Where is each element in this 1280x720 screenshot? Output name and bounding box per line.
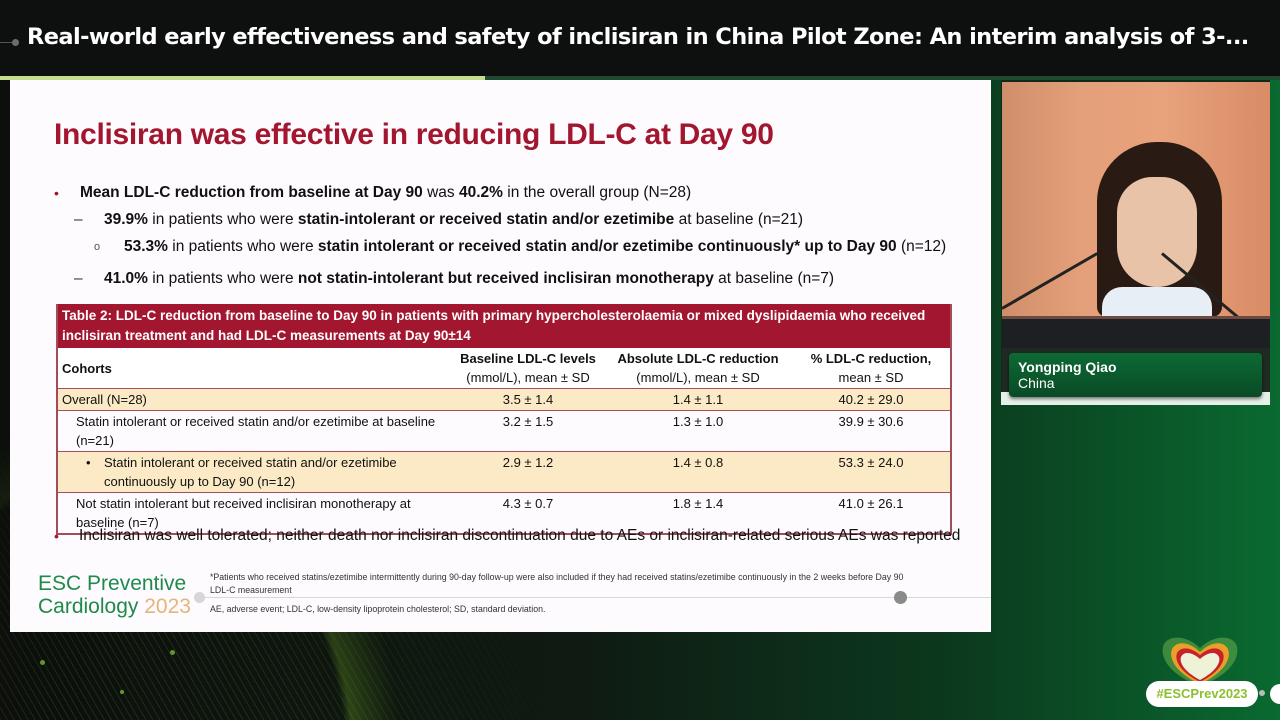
bullet-bold: not statin-intolerant but received incli… <box>297 270 714 287</box>
tolerability-text: Inclisiran was well tolerated; neither d… <box>79 527 961 544</box>
title-bar-dot-icon <box>12 39 19 46</box>
percent-cell: 39.9 ± 30.6 <box>838 414 904 429</box>
playback-progress-fill <box>0 76 485 80</box>
table-caption: Table 2: LDL-C reduction from baseline t… <box>58 304 950 348</box>
circle-marker-icon: o <box>94 241 101 253</box>
bullet-plain: in the overall group (N=28) <box>502 184 692 201</box>
event-hashtag: #ESCPrev2023 <box>1146 681 1258 707</box>
bullet-bold: statin-intolerant or received statin and… <box>297 211 675 228</box>
table-row: • Statin intolerant or received statin an… <box>58 451 950 492</box>
speaker-country: China <box>1018 375 1055 391</box>
abbreviations-note: AE, adverse event; LDL-C, low-density li… <box>210 604 546 614</box>
column-header-cohorts: Cohorts <box>58 348 448 388</box>
session-title: Real-world early effectiveness and safet… <box>27 24 1249 50</box>
playback-progress-bar[interactable] <box>0 76 1280 80</box>
header-sub: (mmol/L), mean ± SD <box>636 370 760 385</box>
microphone-left-icon <box>1002 252 1099 310</box>
speaker-face <box>1117 177 1197 287</box>
bullet-plain: in patients who were <box>167 238 318 255</box>
absolute-cell: 1.4 ± 0.8 <box>672 455 724 470</box>
bullet-overall: • Mean LDL-C reduction from baseline at … <box>54 184 691 202</box>
speaker-shirt <box>1102 287 1212 316</box>
tolerability-bullet: • Inclisiran was well tolerated; neither… <box>54 525 974 547</box>
header-sub: (mmol/L), mean ± SD <box>466 370 590 385</box>
cohort-cell: • Statin intolerant or received statin an… <box>58 452 448 492</box>
baseline-cell: 3.5 ± 1.4 <box>502 392 554 407</box>
bullet-text: 39.9% in patients who were statin-intole… <box>74 211 803 228</box>
table-row: Overall (N=28) 3.5 ± 1.4 1.4 ± 1.1 40.2 … <box>58 388 950 410</box>
podium <box>1002 316 1270 348</box>
bullet-plain: at baseline (n=7) <box>713 270 835 287</box>
baseline-cell: 4.3 ± 0.7 <box>502 496 554 511</box>
bullet-bold: 40.2% <box>458 184 503 201</box>
session-title-bar: Real-world early effectiveness and safet… <box>0 0 1280 76</box>
header-sub: mean ± SD <box>838 370 904 385</box>
speaker-video-scene <box>1002 82 1270 316</box>
bullet-bold: 41.0% <box>104 270 148 287</box>
bullet-monotherapy: – 41.0% in patients who were not statin-… <box>74 270 834 288</box>
cohort-cell: Overall (N=28) <box>62 392 147 407</box>
absolute-cell: 1.4 ± 1.1 <box>672 392 724 407</box>
column-header-baseline: Baseline LDL-C levels (mmol/L), mean ± SD <box>448 348 608 388</box>
baseline-cell: 2.9 ± 1.2 <box>502 455 554 470</box>
logo-line-2: Cardiology <box>38 595 139 618</box>
bullet-text: 53.3% in patients who were statin intole… <box>94 238 946 255</box>
column-header-absolute: Absolute LDL-C reduction (mmol/L), mean ±… <box>608 348 788 388</box>
percent-cell: 40.2 ± 29.0 <box>838 392 904 407</box>
title-bar-line <box>0 42 12 43</box>
bullet-bold: 39.9% <box>104 211 148 228</box>
cohort-text: Statin intolerant or received statin and… <box>104 455 397 489</box>
bullet-statin-intolerant: – 39.9% in patients who were statin-into… <box>74 211 803 229</box>
bullet-plain: in patients who were <box>147 211 298 228</box>
bullet-plain: at baseline (n=21) <box>674 211 804 228</box>
header-main: % LDL-C reduction, <box>810 351 932 366</box>
bullet-continuous: o 53.3% in patients who were statin into… <box>94 238 946 256</box>
bullet-plain: in patients who were <box>147 270 298 287</box>
logo-year: 2023 <box>144 595 191 618</box>
bullet-bold: statin intolerant or received statin and… <box>317 238 897 255</box>
ldl-reduction-table: Table 2: LDL-C reduction from baseline t… <box>56 304 952 535</box>
slide-title: Inclisiran was effective in reducing LDL… <box>54 118 774 151</box>
table-row: Statin intolerant or received statin and… <box>58 410 950 451</box>
slide-timeline-start-knob[interactable] <box>194 592 205 603</box>
speaker-name-card: Yongping Qiao China <box>1009 353 1262 397</box>
esc-preventive-cardiology-logo: ESC Preventive Cardiology 2023 <box>38 572 191 618</box>
cohort-cell: Statin intolerant or received statin and… <box>76 414 436 448</box>
hashtag-dot <box>1259 690 1265 696</box>
background-dot <box>40 660 45 665</box>
presentation-slide: Inclisiran was effective in reducing LDL… <box>10 80 991 632</box>
header-main: Absolute LDL-C reduction <box>617 351 779 366</box>
bullet-text: Mean LDL-C reduction from baseline at Da… <box>54 184 691 201</box>
bullet-plain: (n=12) <box>896 238 947 255</box>
dash-marker-icon: – <box>74 270 83 287</box>
speaker-name: Yongping Qiao <box>1018 359 1117 375</box>
bullet-marker-icon: • <box>54 185 59 201</box>
logo-line-1: ESC Preventive <box>38 572 187 595</box>
slide-timeline-knob[interactable] <box>894 591 907 604</box>
table-row: Not statin intolerant but received incli… <box>58 492 950 533</box>
bullet-text: 41.0% in patients who were not statin-in… <box>74 270 834 287</box>
bullet-marker-icon: • <box>54 528 59 544</box>
column-header-percent: % LDL-C reduction, mean ± SD <box>788 348 954 388</box>
cell-bullet-icon: • <box>86 455 91 470</box>
slide-timeline-track[interactable] <box>200 597 991 598</box>
absolute-cell: 1.3 ± 1.0 <box>672 414 724 429</box>
percent-cell: 53.3 ± 24.0 <box>838 455 904 470</box>
bullet-bold: Mean LDL-C reduction from baseline at Da… <box>80 184 423 201</box>
footnote: *Patients who received statins/ezetimibe… <box>210 572 904 595</box>
percent-cell: 41.0 ± 26.1 <box>838 496 904 511</box>
hashtag-tail-decoration <box>1270 684 1280 704</box>
dash-marker-icon: – <box>74 211 83 228</box>
cohort-cell: Not statin intolerant but received incli… <box>76 496 411 530</box>
esc-heart-logo-icon <box>1162 637 1238 686</box>
header-main: Baseline LDL-C levels <box>460 351 596 366</box>
baseline-cell: 3.2 ± 1.5 <box>502 414 554 429</box>
table-header-row: Cohorts Baseline LDL-C levels (mmol/L), m… <box>58 348 950 388</box>
background-dot <box>170 650 175 655</box>
absolute-cell: 1.8 ± 1.4 <box>672 496 724 511</box>
bullet-bold: 53.3% <box>124 238 168 255</box>
background-dot <box>120 690 124 694</box>
bullet-plain: was <box>422 184 459 201</box>
header-main: Cohorts <box>62 360 112 376</box>
